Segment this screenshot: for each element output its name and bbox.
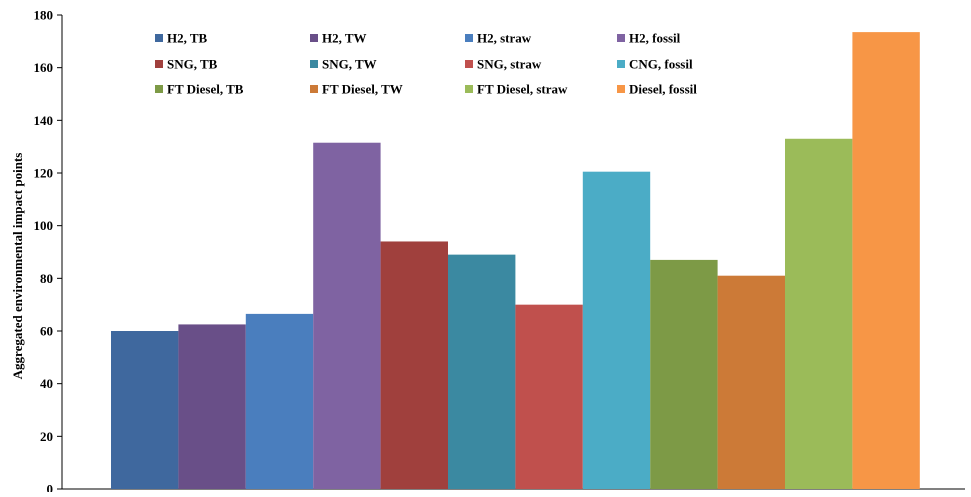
bar xyxy=(245,313,314,489)
legend-label: CNG, fossil xyxy=(629,57,693,72)
bar xyxy=(178,324,246,489)
legend-label: FT Diesel, TB xyxy=(167,82,244,97)
legend-swatch xyxy=(617,85,625,93)
bar xyxy=(717,275,785,489)
y-tick-label: 80 xyxy=(40,271,53,286)
y-axis-label: Aggregated environmental impact points xyxy=(10,153,25,380)
legend-swatch xyxy=(310,34,318,42)
y-tick-label: 120 xyxy=(34,166,54,181)
legend-label: H2, straw xyxy=(477,31,532,46)
y-tick-label: 100 xyxy=(34,218,54,233)
bar xyxy=(785,138,853,489)
legend-label: FT Diesel, straw xyxy=(477,82,568,97)
legend-label: SNG, TB xyxy=(167,57,218,72)
legend-label: H2, fossil xyxy=(629,31,681,46)
bar xyxy=(448,254,516,489)
legend-label: SNG, TW xyxy=(322,57,377,72)
bar xyxy=(380,241,448,489)
y-tick-label: 0 xyxy=(47,482,54,493)
y-tick-label: 180 xyxy=(34,8,54,23)
bar xyxy=(313,142,381,489)
y-tick-label: 160 xyxy=(34,60,54,75)
y-tick-label: 40 xyxy=(40,376,53,391)
legend-label: FT Diesel, TW xyxy=(322,82,403,97)
legend-swatch xyxy=(310,60,318,68)
legend-swatch xyxy=(155,85,163,93)
legend-label: H2, TB xyxy=(167,31,208,46)
bars xyxy=(111,32,920,489)
bar xyxy=(515,304,583,489)
legend-swatch xyxy=(465,34,473,42)
y-tick-label: 20 xyxy=(40,429,53,444)
legend-swatch xyxy=(617,60,625,68)
legend-swatch xyxy=(155,60,163,68)
bar xyxy=(111,331,179,489)
legend-swatch xyxy=(155,34,163,42)
legend-swatch xyxy=(465,60,473,68)
y-tick-label: 140 xyxy=(34,113,54,128)
legend-label: H2, TW xyxy=(322,31,367,46)
bar xyxy=(650,259,718,489)
legend-label: SNG, straw xyxy=(477,57,542,72)
legend-swatch xyxy=(465,85,473,93)
y-tick-label: 60 xyxy=(40,324,53,339)
legend-label: Diesel, fossil xyxy=(629,82,697,97)
bar xyxy=(582,171,651,489)
legend-swatch xyxy=(617,34,625,42)
legend-swatch xyxy=(310,85,318,93)
legend: H2, TB H2, TW H2, straw H2, fossil SNG, TB SN… xyxy=(155,31,697,97)
bar xyxy=(852,32,920,489)
